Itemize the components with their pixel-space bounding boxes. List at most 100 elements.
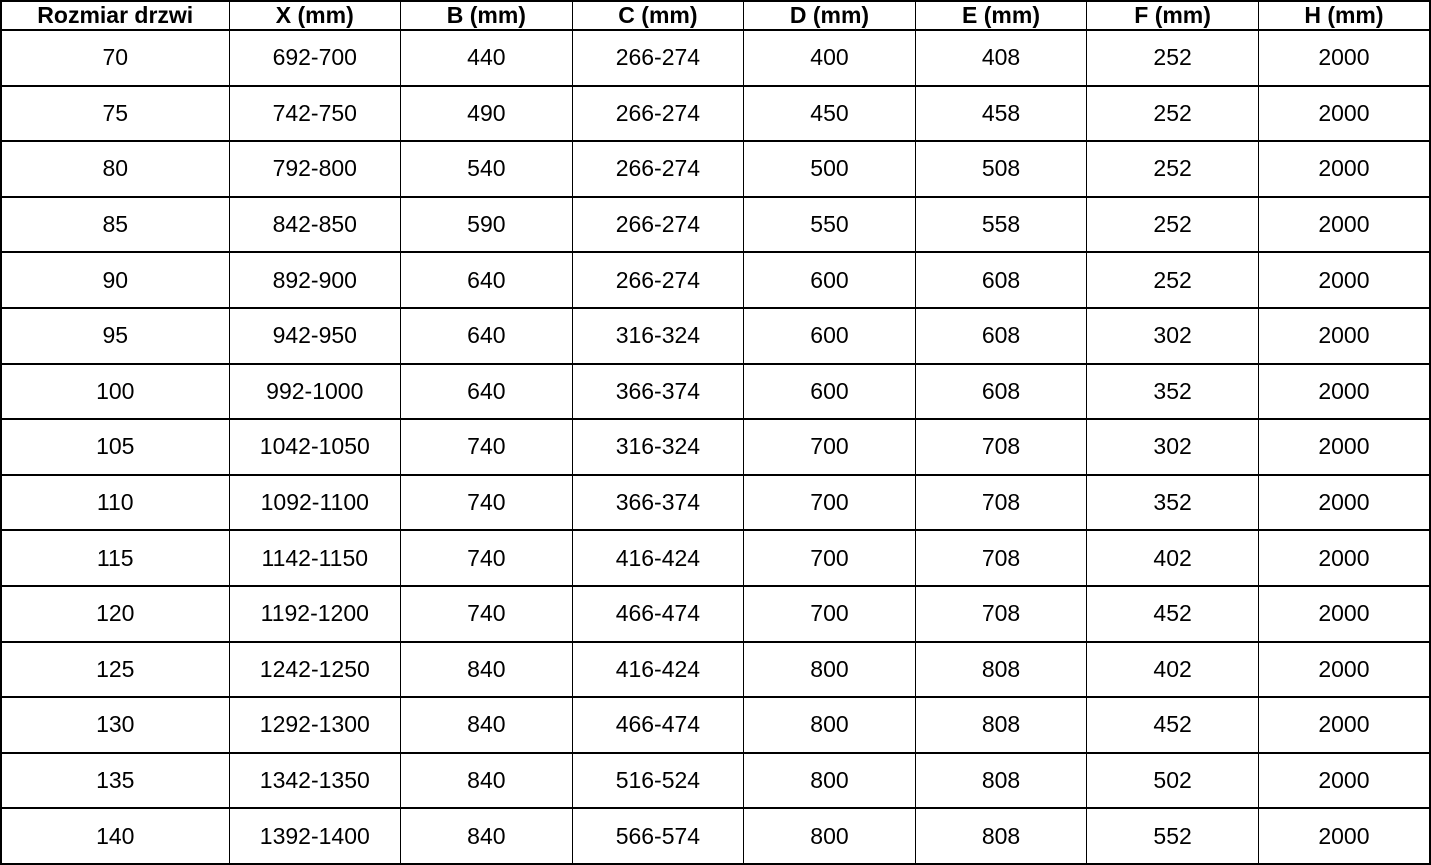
table-row: 100 992-1000 640 366-374 600 608 352 2000 (0, 362, 1431, 421)
table-row: 85 842-850 590 266-274 550 558 252 2000 (0, 195, 1431, 254)
column-header: D (mm) (743, 0, 916, 31)
table-cell: 892-900 (228, 251, 402, 309)
table-row: 125 1242-1250 840 416-424 800 808 402 2000 (0, 640, 1431, 699)
table-cell: 450 (743, 84, 916, 143)
table-cell: 640 (400, 362, 573, 421)
table-cell: 740 (400, 418, 573, 476)
table-row: 80 792-800 540 266-274 500 508 252 2000 (0, 140, 1431, 198)
table-cell: 2000 (1257, 751, 1431, 810)
table-cell: 80 (0, 140, 230, 198)
table-row: 70 692-700 440 266-274 400 408 252 2000 (0, 29, 1431, 87)
table-cell: 540 (400, 140, 573, 198)
table-cell: 1292-1300 (228, 696, 402, 754)
table-cell: 316-324 (571, 418, 745, 476)
table-cell: 2000 (1257, 418, 1431, 476)
table-head: Rozmiar drzwi X (mm) B (mm) C (mm) D (mm) E (… (0, 0, 1431, 31)
table-cell: 252 (1086, 251, 1259, 309)
table-cell: 266-274 (571, 84, 745, 143)
table-cell: 416-424 (571, 640, 745, 699)
table-cell: 366-374 (571, 473, 745, 532)
table-cell: 266-274 (571, 140, 745, 198)
table-cell: 840 (400, 640, 573, 699)
table-cell: 552 (1086, 807, 1259, 865)
table-row: 130 1292-1300 840 466-474 800 808 452 2000 (0, 696, 1431, 754)
table-cell: 992-1000 (228, 362, 402, 421)
table-cell: 708 (914, 584, 1088, 643)
table-body: 70 692-700 440 266-274 400 408 252 2000 75 742-75… (0, 29, 1431, 865)
table-cell: 452 (1086, 696, 1259, 754)
table-cell: 740 (400, 473, 573, 532)
column-header: H (mm) (1257, 0, 1431, 31)
table-cell: 490 (400, 84, 573, 143)
table-cell: 252 (1086, 195, 1259, 254)
table-cell: 640 (400, 251, 573, 309)
header-row: Rozmiar drzwi X (mm) B (mm) C (mm) D (mm) E (… (0, 0, 1431, 31)
table-cell: 808 (914, 640, 1088, 699)
table-cell: 2000 (1257, 640, 1431, 699)
table-cell: 85 (0, 195, 230, 254)
table-cell: 800 (743, 751, 916, 810)
table-cell: 608 (914, 306, 1088, 365)
table-cell: 466-474 (571, 584, 745, 643)
table-cell: 352 (1086, 473, 1259, 532)
table-cell: 508 (914, 140, 1088, 198)
table-row: 110 1092-1100 740 366-374 700 708 352 2000 (0, 473, 1431, 532)
table-cell: 808 (914, 807, 1088, 865)
table-cell: 458 (914, 84, 1088, 143)
table-row: 75 742-750 490 266-274 450 458 252 2000 (0, 84, 1431, 143)
table-cell: 90 (0, 251, 230, 309)
table-cell: 742-750 (228, 84, 402, 143)
table-cell: 708 (914, 473, 1088, 532)
table-cell: 400 (743, 29, 916, 87)
table-cell: 700 (743, 529, 916, 587)
table-cell: 100 (0, 362, 230, 421)
table-cell: 2000 (1257, 140, 1431, 198)
table-row: 105 1042-1050 740 316-324 700 708 302 2000 (0, 418, 1431, 476)
table-cell: 252 (1086, 140, 1259, 198)
table-cell: 2000 (1257, 473, 1431, 532)
table-cell: 608 (914, 251, 1088, 309)
table-cell: 316-324 (571, 306, 745, 365)
table-cell: 600 (743, 251, 916, 309)
table-cell: 125 (0, 640, 230, 699)
table-cell: 130 (0, 696, 230, 754)
table-cell: 105 (0, 418, 230, 476)
table-cell: 110 (0, 473, 230, 532)
table-cell: 842-850 (228, 195, 402, 254)
table-cell: 402 (1086, 529, 1259, 587)
column-header: E (mm) (914, 0, 1088, 31)
table-cell: 1242-1250 (228, 640, 402, 699)
table-cell: 75 (0, 84, 230, 143)
table-cell: 70 (0, 29, 230, 87)
table-row: 120 1192-1200 740 466-474 700 708 452 2000 (0, 584, 1431, 643)
table-cell: 416-424 (571, 529, 745, 587)
table-cell: 140 (0, 807, 230, 865)
table-cell: 95 (0, 306, 230, 365)
table-cell: 590 (400, 195, 573, 254)
column-header: B (mm) (400, 0, 573, 31)
table-cell: 2000 (1257, 362, 1431, 421)
table-cell: 800 (743, 640, 916, 699)
table-cell: 640 (400, 306, 573, 365)
table-cell: 800 (743, 696, 916, 754)
table-cell: 2000 (1257, 29, 1431, 87)
table-cell: 800 (743, 807, 916, 865)
table-cell: 840 (400, 696, 573, 754)
table-cell: 500 (743, 140, 916, 198)
table-cell: 740 (400, 529, 573, 587)
table-cell: 792-800 (228, 140, 402, 198)
table-cell: 942-950 (228, 306, 402, 365)
column-header: Rozmiar drzwi (0, 0, 230, 31)
table-cell: 700 (743, 584, 916, 643)
table-cell: 1142-1150 (228, 529, 402, 587)
table-cell: 252 (1086, 84, 1259, 143)
table-row: 135 1342-1350 840 516-524 800 808 502 2000 (0, 751, 1431, 810)
table-row: 90 892-900 640 266-274 600 608 252 2000 (0, 251, 1431, 309)
table-cell: 558 (914, 195, 1088, 254)
table-row: 95 942-950 640 316-324 600 608 302 2000 (0, 306, 1431, 365)
table-cell: 550 (743, 195, 916, 254)
table-cell: 516-524 (571, 751, 745, 810)
table-cell: 566-574 (571, 807, 745, 865)
table-cell: 1342-1350 (228, 751, 402, 810)
